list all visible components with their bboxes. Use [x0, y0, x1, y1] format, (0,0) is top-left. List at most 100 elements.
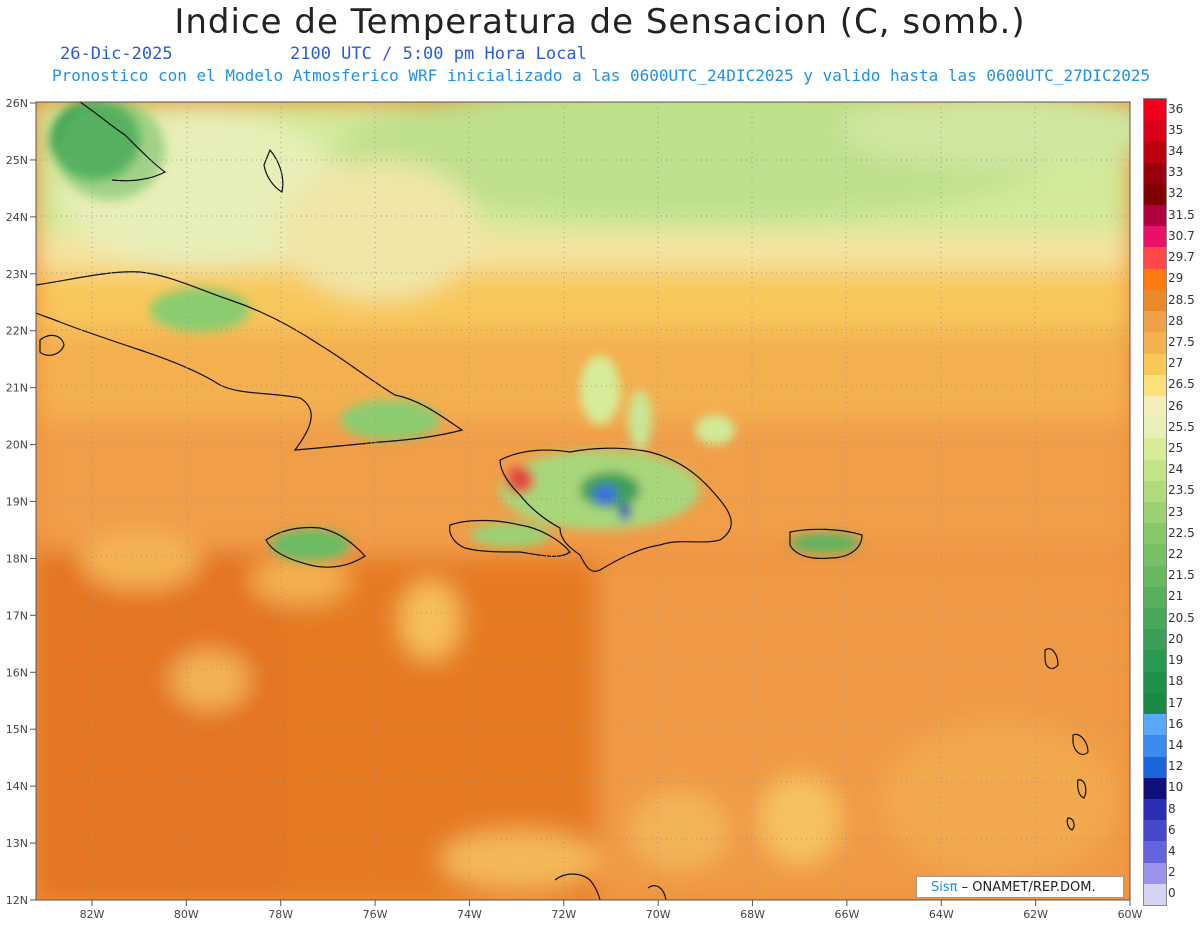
- legend-label: 35: [1168, 122, 1184, 137]
- legend-swatch: [1144, 353, 1166, 376]
- legend-swatch: [1144, 205, 1166, 227]
- legend-label: 28: [1168, 313, 1184, 328]
- lat-label: 23N: [6, 268, 28, 281]
- legend-swatch: [1144, 183, 1166, 206]
- longitude-labels: 82W 80W 78W 76W 74W 72W 70W 68W 66W 64W 62W 60W: [80, 900, 1142, 921]
- legend-label: 8: [1168, 801, 1176, 816]
- legend-swatch: [1144, 820, 1166, 842]
- lat-label: 21N: [6, 382, 28, 395]
- legend-swatch: [1144, 883, 1166, 906]
- legend-swatch: [1144, 735, 1166, 758]
- legend-label: 10: [1168, 780, 1184, 795]
- legend-label: 16: [1168, 716, 1184, 731]
- legend-swatch: [1144, 99, 1166, 121]
- graticule: [36, 102, 1130, 900]
- legend-swatch: [1144, 777, 1166, 800]
- lon-label: 72W: [551, 908, 576, 921]
- lat-label: 25N: [6, 154, 28, 167]
- legend-label: 26: [1168, 398, 1184, 413]
- legend-swatch: [1144, 247, 1166, 270]
- legend-label: 6: [1168, 822, 1176, 837]
- legend-label: 32: [1168, 186, 1184, 201]
- legend-label: 27.5: [1168, 334, 1195, 349]
- lon-label: 64W: [929, 908, 954, 921]
- legend-label: 25: [1168, 440, 1184, 455]
- legend-label: 29.7: [1168, 250, 1195, 265]
- lat-label: 14N: [6, 780, 28, 793]
- legend-label: 25.5: [1168, 419, 1195, 434]
- legend-swatch: [1144, 671, 1166, 694]
- legend-swatch: [1144, 268, 1166, 291]
- sispi-logo: Sisπ: [931, 880, 958, 895]
- legend-label: 17: [1168, 695, 1184, 710]
- legend-label: 18: [1168, 674, 1184, 689]
- legend-label: 19: [1168, 653, 1184, 668]
- legend-swatch: [1144, 162, 1166, 185]
- legend-label: 33: [1168, 165, 1184, 180]
- color-legend: [1143, 98, 1167, 906]
- legend-swatch: [1144, 586, 1166, 609]
- legend-label: 2: [1168, 865, 1176, 880]
- legend-label: 27: [1168, 356, 1184, 371]
- legend-label: 20: [1168, 631, 1184, 646]
- legend-label: 24: [1168, 462, 1184, 477]
- forecast-date: 26-Dic-2025: [60, 44, 173, 64]
- legend-swatch: [1144, 608, 1166, 630]
- lon-label: 80W: [174, 908, 199, 921]
- legend-swatch: [1144, 226, 1166, 248]
- lat-label: 24N: [6, 211, 28, 224]
- lon-label: 66W: [834, 908, 859, 921]
- legend-swatch: [1144, 692, 1166, 715]
- legend-label: 22: [1168, 547, 1184, 562]
- lon-label: 78W: [268, 908, 293, 921]
- legend-label: 22.5: [1168, 525, 1195, 540]
- legend-swatch: [1144, 395, 1166, 418]
- lat-label: 26N: [6, 97, 28, 110]
- lon-label: 74W: [457, 908, 482, 921]
- legend-swatch: [1144, 480, 1166, 503]
- lat-label: 15N: [6, 723, 28, 736]
- legend-swatch: [1144, 798, 1166, 821]
- legend-swatch: [1144, 332, 1166, 355]
- coastlines: [36, 102, 1089, 900]
- chart-title: Indice de Temperatura de Sensacion (C, s…: [174, 2, 1026, 42]
- legend-label: 30.7: [1168, 228, 1195, 243]
- lon-label: 70W: [646, 908, 671, 921]
- legend-label: 14: [1168, 737, 1184, 752]
- forecast-description: Pronostico con el Modelo Atmosferico WRF…: [52, 66, 1151, 85]
- legend-swatch: [1144, 629, 1166, 651]
- legend-label: 26.5: [1168, 377, 1195, 392]
- lon-label: 82W: [80, 908, 105, 921]
- lat-label: 19N: [6, 496, 28, 509]
- legend-swatch: [1144, 523, 1166, 545]
- heat-detail: [50, 102, 860, 561]
- latitude-labels: 26N 25N 24N 23N 22N 21N 20N 19N 18N 17N 16N 15N 14N 1…: [6, 97, 36, 907]
- lat-label: 17N: [6, 609, 28, 622]
- legend-swatch: [1144, 438, 1166, 461]
- legend-label: 21.5: [1168, 568, 1195, 583]
- temperature-map: 26N 25N 24N 23N 22N 21N 20N 19N 18N 17N 16N 15N 14N 1…: [6, 97, 1142, 921]
- legend-swatch: [1144, 544, 1166, 567]
- lon-label: 76W: [363, 908, 388, 921]
- legend-label: 29: [1168, 271, 1184, 286]
- legend-swatch: [1144, 141, 1166, 164]
- legend-swatch: [1144, 841, 1166, 864]
- legend-swatch: [1144, 502, 1166, 524]
- legend-label: 20.5: [1168, 610, 1195, 625]
- legend-label: 12: [1168, 759, 1184, 774]
- legend-label: 23: [1168, 504, 1184, 519]
- legend-swatch: [1144, 459, 1166, 482]
- legend-swatch: [1144, 311, 1166, 333]
- lon-label: 68W: [740, 908, 765, 921]
- forecast-time: 2100 UTC / 5:00 pm Hora Local: [290, 44, 587, 64]
- lon-label: 60W: [1118, 908, 1142, 921]
- legend-swatch: [1144, 289, 1166, 312]
- legend-swatch: [1144, 714, 1166, 736]
- legend-label: 34: [1168, 144, 1184, 159]
- legend-swatch: [1144, 756, 1166, 779]
- legend-swatch: [1144, 120, 1166, 142]
- legend-label: 21: [1168, 589, 1184, 604]
- legend-swatch: [1144, 650, 1166, 673]
- legend-swatch: [1144, 417, 1166, 439]
- legend-label: 28.5: [1168, 292, 1195, 307]
